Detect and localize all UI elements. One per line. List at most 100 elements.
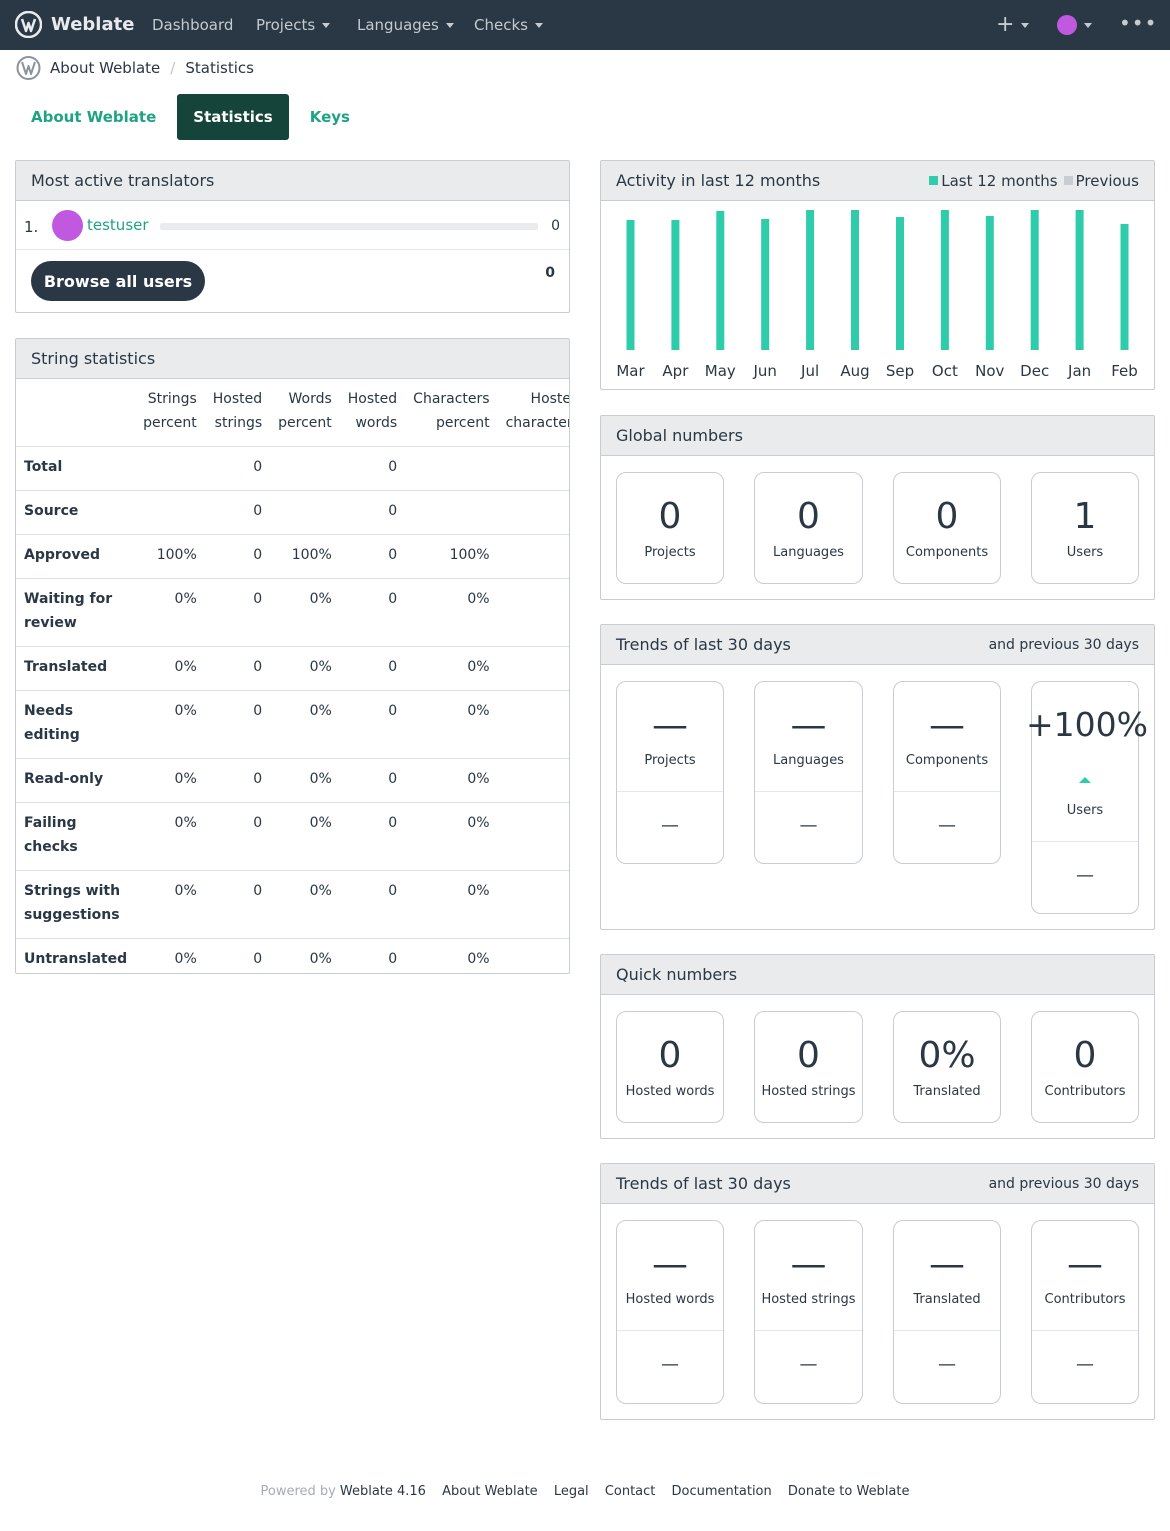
table-cell: 0 xyxy=(497,802,569,871)
table-cell xyxy=(405,490,498,535)
nav-projects-dropdown[interactable]: Projects xyxy=(256,16,331,34)
tab-statistics[interactable]: Statistics xyxy=(177,94,289,140)
footer-link-donate[interactable]: Donate to Weblate xyxy=(787,1484,910,1499)
chart-bar-nov xyxy=(985,216,994,350)
rank: 1. xyxy=(24,218,39,236)
trend-value: — xyxy=(929,1244,965,1285)
x-tick-label: Oct xyxy=(932,362,958,380)
table-cell: 0 xyxy=(339,446,406,491)
metric-value: 0 xyxy=(1073,1035,1097,1076)
row-label: Translated xyxy=(16,646,136,691)
footer-link-contact[interactable]: Contact xyxy=(604,1484,656,1499)
table-cell: 0% xyxy=(270,870,340,939)
table-cell: 0% xyxy=(270,938,340,973)
footer-link-legal[interactable]: Legal xyxy=(553,1484,589,1499)
chart-bar-jan xyxy=(1075,210,1084,350)
table-cell: 0 xyxy=(497,938,569,973)
trend-label: Hosted strings xyxy=(761,1292,856,1307)
trend-previous: — xyxy=(799,1354,818,1375)
table-cell xyxy=(135,490,205,535)
row-label: Approved xyxy=(16,534,136,579)
trend-box: — Hosted strings — xyxy=(754,1220,863,1404)
nav-languages-dropdown[interactable]: Languages xyxy=(357,16,454,34)
chart-bar-may xyxy=(716,211,725,350)
table-cell: 0% xyxy=(405,646,498,691)
chevron-down-icon xyxy=(1084,22,1092,28)
breadcrumb: About Weblate / Statistics xyxy=(15,56,254,80)
table-cell: 0 xyxy=(497,446,569,491)
browse-all-users-button[interactable]: Browse all users xyxy=(31,261,205,301)
table-cell: 0% xyxy=(270,758,340,803)
trend-label: Projects xyxy=(644,753,696,768)
trend-box: — Projects — xyxy=(616,681,724,864)
nav-dashboard[interactable]: Dashboard xyxy=(152,16,234,34)
activity-panel: Activity in last 12 months Last 12 month… xyxy=(600,160,1155,390)
footer: Powered by Weblate 4.16 About Weblate Leg… xyxy=(0,1484,1170,1499)
more-menu-button[interactable]: ••• xyxy=(1119,11,1157,35)
page-tabs: About Weblate Statistics Keys xyxy=(15,94,366,140)
metric-box: 0 Hosted words xyxy=(616,1011,724,1123)
user-menu-button[interactable] xyxy=(1057,15,1092,35)
footer-link-about[interactable]: About Weblate xyxy=(442,1484,538,1499)
table-cell: 0 xyxy=(204,758,271,803)
table-cell: 0 xyxy=(497,690,569,759)
table-cell: 0 xyxy=(204,578,271,647)
panel-title: Most active translators xyxy=(31,171,215,190)
string-statistics-panel: String statistics Strings percent Hosted s… xyxy=(15,338,570,974)
metric-value: 0% xyxy=(918,1035,976,1076)
table-cell: 0 xyxy=(339,534,406,579)
trend-value: — xyxy=(929,705,965,746)
metric-value: 0 xyxy=(658,496,682,537)
column-header: Strings percent xyxy=(143,391,197,431)
chevron-down-icon xyxy=(322,22,331,28)
footer-link-documentation[interactable]: Documentation xyxy=(671,1484,772,1499)
table-cell: 0% xyxy=(405,802,498,871)
table-cell: 0 xyxy=(339,870,406,939)
x-tick-label: Feb xyxy=(1111,362,1138,380)
table-cell: 0 xyxy=(339,646,406,691)
user-link[interactable]: testuser xyxy=(87,216,149,234)
metric-label: Languages xyxy=(773,545,844,560)
table-cell: 0 xyxy=(204,490,271,535)
metric-label: Components xyxy=(905,545,989,560)
table-cell: 0 xyxy=(497,578,569,647)
table-cell: 0 xyxy=(204,690,271,759)
quick-numbers-panel: Quick numbers 0 Hosted words 0 Hosted st… xyxy=(600,954,1155,1139)
metric-box: 0 Contributors xyxy=(1031,1011,1139,1123)
footer-link-weblate[interactable]: Weblate 4.16 xyxy=(339,1484,426,1499)
metric-box: 0% Translated xyxy=(893,1011,1001,1123)
metric-label: Translated xyxy=(913,1084,981,1099)
activity-bar-chart: Mar Apr May Jun Jul Aug Sep Oct Nov Dec Jan Feb xyxy=(616,210,1138,380)
metric-value: 1 xyxy=(1073,496,1097,537)
table-cell: 0 xyxy=(339,802,406,871)
table-row: Source 0 0 0 xyxy=(16,490,569,535)
brand-link[interactable]: Weblate xyxy=(15,11,134,38)
add-menu-button[interactable]: + xyxy=(996,12,1030,38)
chart-bar-sep xyxy=(896,217,904,350)
column-header: Characters percent xyxy=(413,391,490,431)
brand-name: Weblate xyxy=(51,14,135,35)
trend-value: — xyxy=(790,1244,827,1285)
table-cell: 0% xyxy=(405,690,498,759)
row-label: Untranslated strings xyxy=(16,938,136,973)
row-label: Failing checks xyxy=(16,802,136,871)
x-tick-label: Sep xyxy=(886,362,914,380)
column-header: Hosted strings xyxy=(212,391,263,431)
trends-panel: Trends of last 30 days and previous 30 d… xyxy=(600,1163,1155,1420)
chart-bar-jun xyxy=(761,219,770,350)
row-label: Waiting for review xyxy=(16,578,136,647)
table-cell: 0% xyxy=(270,690,340,759)
trend-box: — Contributors — xyxy=(1031,1220,1139,1404)
tab-keys[interactable]: Keys xyxy=(309,108,350,126)
table-cell: 100% xyxy=(270,534,340,579)
tab-about-weblate[interactable]: About Weblate xyxy=(31,108,157,126)
nav-checks-dropdown[interactable]: Checks xyxy=(474,16,543,34)
metric-label: Hosted words xyxy=(625,1084,715,1099)
breadcrumb-about-link[interactable]: About Weblate xyxy=(50,59,161,77)
